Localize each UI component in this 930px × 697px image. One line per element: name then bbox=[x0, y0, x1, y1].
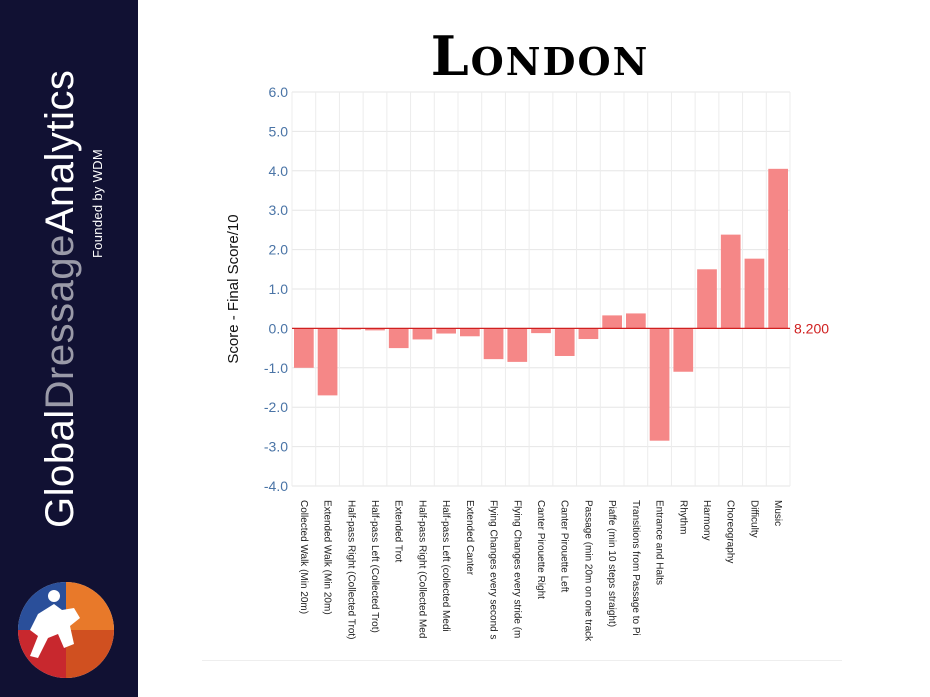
y-tick-label: 1.0 bbox=[269, 281, 289, 297]
y-tick-label: -4.0 bbox=[264, 478, 288, 494]
x-category-label: Flying Changes every second s bbox=[488, 500, 499, 640]
x-axis-categories: Collected Walk (Min 20m) Extended Walk (M… bbox=[298, 500, 783, 642]
bar bbox=[365, 328, 385, 331]
y-tick-label: 5.0 bbox=[269, 123, 289, 139]
y-axis-label: Score - Final Score/10 bbox=[225, 214, 242, 363]
brand-part-dressage: Dressage bbox=[38, 234, 82, 410]
x-category-label: Rhythm bbox=[677, 500, 688, 534]
brand-wordmark: GlobalDressageAnalytics Founded by WDM bbox=[28, 0, 112, 640]
bar bbox=[602, 315, 622, 329]
y-tick-label: 6.0 bbox=[269, 84, 289, 100]
x-category-label: Half-pass Right (Collected Trot) bbox=[345, 500, 356, 640]
x-category-label: Flying Changes every stride (m bbox=[511, 500, 522, 638]
x-category-label: Extended Canter bbox=[464, 500, 475, 576]
bar bbox=[507, 328, 528, 362]
reference-line-label: 8.200 bbox=[794, 320, 829, 336]
bar bbox=[673, 328, 694, 372]
bar bbox=[744, 258, 765, 329]
bar bbox=[649, 328, 670, 441]
x-category-label: Extended Walk (Min 20m) bbox=[322, 500, 333, 615]
bar bbox=[626, 313, 646, 329]
footer-divider bbox=[202, 660, 842, 661]
x-category-label: Transitions from Passage to Pi bbox=[630, 500, 641, 636]
bars bbox=[294, 168, 788, 441]
horse-rider-logo-icon bbox=[18, 582, 114, 678]
bar bbox=[317, 328, 338, 396]
brand-part-analytics: Analytics bbox=[38, 69, 82, 235]
bar bbox=[697, 269, 717, 329]
bar bbox=[436, 328, 456, 334]
x-category-label: Passage (min 20m on one track bbox=[582, 500, 593, 642]
y-tick-label: 3.0 bbox=[269, 202, 289, 218]
y-tick-label: 0.0 bbox=[269, 320, 289, 336]
bar-chart: 6.0 5.0 4.0 3.0 2.0 1.0 0.0 -1.0 -2.0 -3.0 -4.0 Sc… bbox=[225, 84, 829, 642]
bar bbox=[554, 328, 575, 356]
y-tick-label: -3.0 bbox=[264, 439, 288, 455]
y-tick-label: -2.0 bbox=[264, 399, 288, 415]
bar bbox=[720, 234, 741, 329]
y-tick-label: 4.0 bbox=[269, 163, 289, 179]
bar bbox=[388, 328, 409, 349]
x-category-label: Collected Walk (Min 20m) bbox=[298, 500, 309, 614]
bar bbox=[531, 328, 551, 334]
chart-grid bbox=[291, 91, 791, 487]
x-category-label: Difficulty bbox=[748, 500, 759, 538]
bar bbox=[460, 328, 480, 337]
x-category-label: Harmony bbox=[701, 500, 712, 541]
x-category-label: Half-pass Right (Collected Med bbox=[416, 500, 427, 638]
bar bbox=[294, 328, 314, 368]
x-category-label: Half-pass Left (Collected Trot) bbox=[369, 500, 380, 633]
chart-title: London bbox=[430, 24, 650, 88]
bar bbox=[578, 328, 599, 340]
brand-name: GlobalDressageAnalytics bbox=[38, 70, 83, 528]
y-axis-ticks: 6.0 5.0 4.0 3.0 2.0 1.0 0.0 -1.0 -2.0 -3.0 -4.0 bbox=[264, 84, 288, 494]
x-category-label: Canter Pirouette Right bbox=[535, 500, 546, 599]
y-tick-label: 2.0 bbox=[269, 242, 289, 258]
x-category-label: Extended Trot bbox=[393, 500, 404, 562]
bar bbox=[412, 328, 433, 340]
x-category-label: Piaffe (min 10 steps straight) bbox=[606, 500, 617, 627]
x-category-label: Music bbox=[772, 500, 783, 526]
bar bbox=[768, 168, 788, 329]
x-category-label: Half-pass Left (collected Medi bbox=[440, 500, 451, 632]
x-category-label: Entrance and Halts bbox=[654, 500, 665, 585]
y-tick-label: -1.0 bbox=[264, 360, 288, 376]
brand-tagline: Founded by WDM bbox=[90, 149, 105, 258]
brand-sidebar: GlobalDressageAnalytics Founded by WDM bbox=[0, 0, 138, 697]
brand-part-global: Global bbox=[38, 409, 82, 528]
bar bbox=[483, 328, 504, 360]
x-category-label: Canter Pirouette Left bbox=[559, 500, 570, 592]
x-category-label: Choreography bbox=[725, 500, 736, 563]
